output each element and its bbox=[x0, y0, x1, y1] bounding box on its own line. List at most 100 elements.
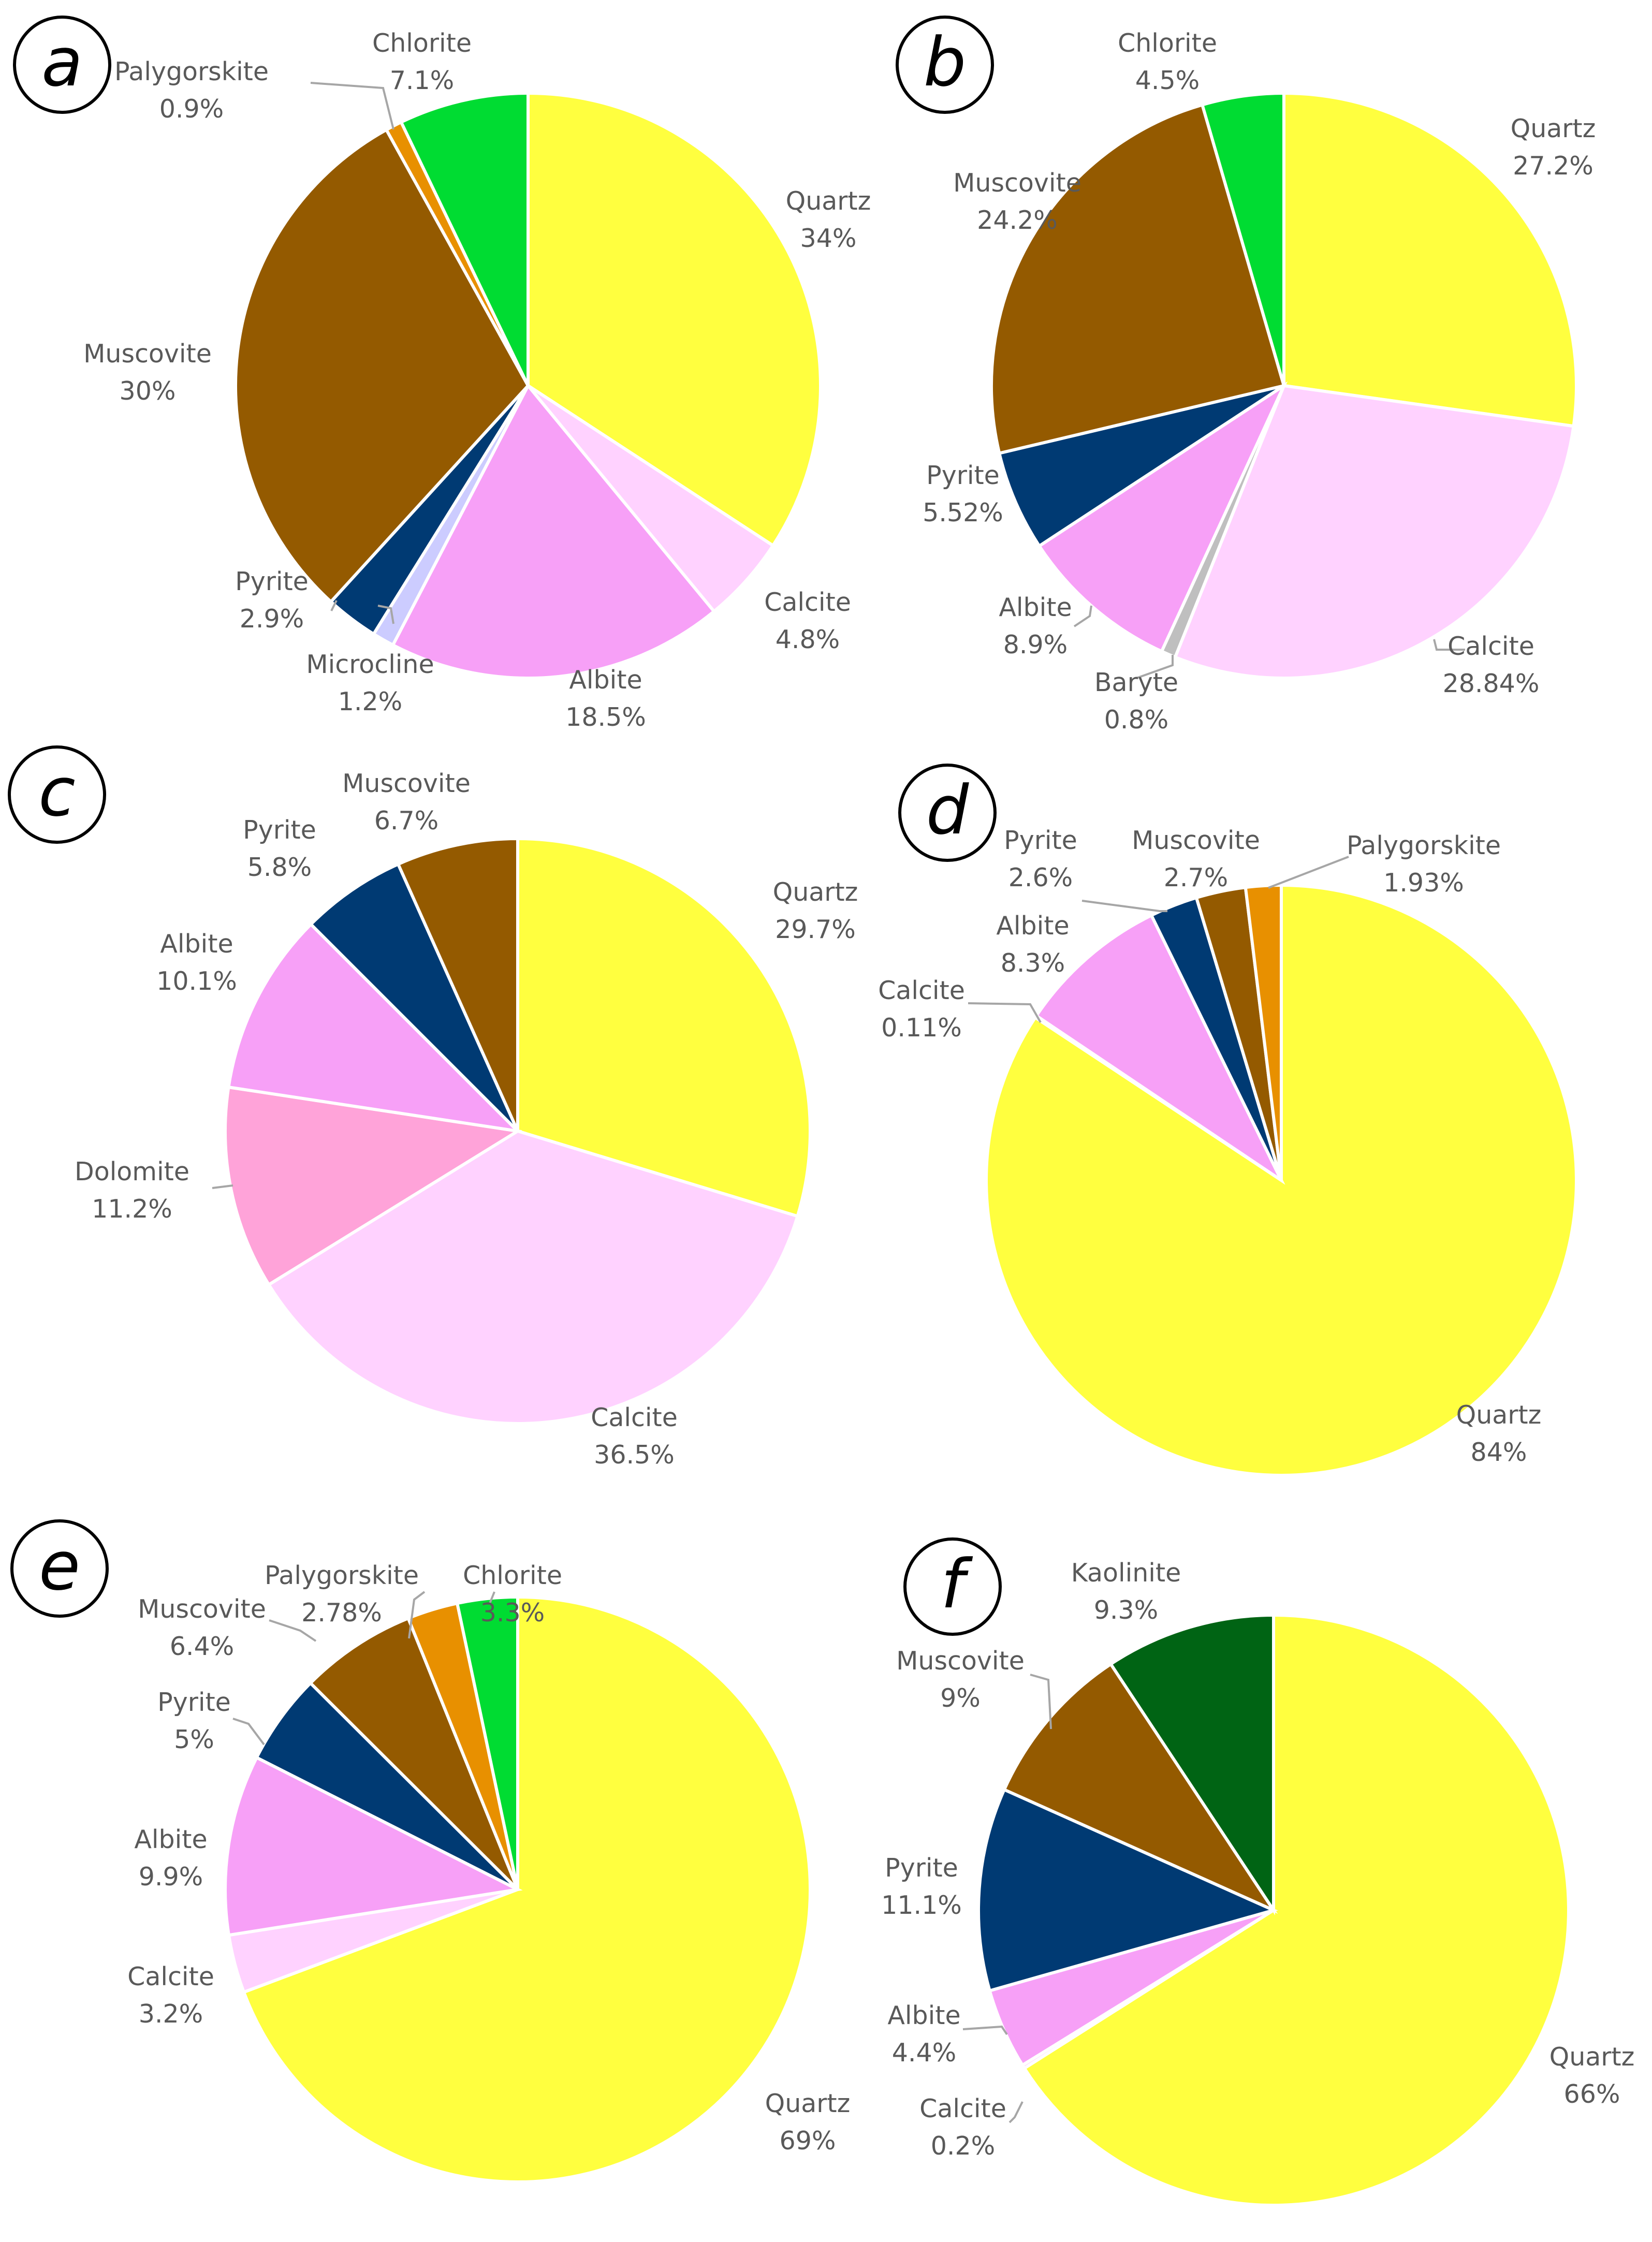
data-label-albite: Albite 9.9% bbox=[134, 1825, 207, 1892]
panel-letter: e bbox=[39, 1527, 80, 1605]
data-label-muscovite: Muscovite 6.4% bbox=[138, 1594, 266, 1661]
data-label-microcline: Microcline 1.2% bbox=[306, 650, 434, 716]
pie-slice-albite bbox=[226, 922, 522, 1134]
data-label-pyrite: Pyrite 2.6% bbox=[1004, 826, 1077, 892]
pie-panel-f: Quartz 66% Calcite 0.2% Albite 4.4% Pyrite 11.1… bbox=[881, 1537, 1635, 2207]
data-label-muscovite: Muscovite 24.2% bbox=[953, 168, 1081, 235]
pie-slice-kaolinite bbox=[1108, 1613, 1275, 1915]
leader-line-microcline bbox=[377, 605, 394, 624]
data-label-chlorite: Chlorite 4.5% bbox=[1118, 28, 1217, 95]
leader-line-muscovite bbox=[269, 1619, 317, 1642]
panel-letter: c bbox=[38, 753, 75, 831]
data-label-palygorskite: Palygorskite 0.9% bbox=[114, 57, 269, 124]
pie-panel-c: Quartz 29.7% Calcite 36.5% Dolomite 11.2% Albi… bbox=[8, 745, 858, 1470]
pie-slice-quartz bbox=[516, 837, 812, 1219]
pie-slice-quartz bbox=[1022, 1613, 1570, 2207]
data-label-calcite: Calcite 0.11% bbox=[878, 976, 965, 1043]
pie-slice-muscovite bbox=[308, 1616, 519, 1891]
leader-line-chlorite bbox=[488, 1591, 495, 1605]
data-label-palygorskite: Palygorskite 2.78% bbox=[265, 1561, 419, 1628]
pie-slice-pyrite bbox=[254, 1681, 519, 1891]
panel-letter-circle bbox=[896, 16, 994, 114]
panel-letter-circle bbox=[10, 1519, 109, 1618]
pie-slice-quartz bbox=[1282, 91, 1578, 428]
pie-slice-albite bbox=[390, 383, 717, 680]
data-label-baryte: Baryte 0.8% bbox=[1094, 668, 1178, 735]
leader-line-pyrite bbox=[330, 600, 338, 611]
data-label-muscovite: Muscovite 6.7% bbox=[342, 769, 471, 836]
leader-line-dolomite bbox=[212, 1184, 233, 1189]
pie-slice-muscovite bbox=[234, 127, 530, 604]
data-label-calcite: Calcite 36.5% bbox=[591, 1403, 678, 1470]
data-label-calcite: Calcite 4.8% bbox=[764, 588, 851, 654]
pie-slice-muscovite bbox=[990, 102, 1286, 456]
data-label-calcite: Calcite 0.2% bbox=[919, 2094, 1006, 2161]
data-label-quartz: Quartz 29.7% bbox=[773, 877, 858, 944]
data-label-pyrite: Pyrite 5% bbox=[157, 1688, 231, 1754]
data-label-albite: Albite 8.9% bbox=[999, 593, 1072, 660]
data-label-albite: Albite 18.5% bbox=[565, 665, 646, 732]
data-label-pyrite: Pyrite 5.8% bbox=[243, 815, 316, 882]
pie-slice-chlorite bbox=[399, 91, 530, 387]
leader-line-palygorskite bbox=[1268, 856, 1349, 889]
panel-letter: b bbox=[924, 23, 967, 101]
leader-line-albite bbox=[962, 2025, 1008, 2035]
data-label-calcite: Calcite 3.2% bbox=[127, 1962, 214, 2029]
panel-letter: d bbox=[926, 771, 970, 849]
panel-letter-circle bbox=[903, 1537, 1002, 1636]
leader-line-calcite bbox=[1008, 2101, 1024, 2123]
data-label-albite: Albite 4.4% bbox=[887, 2001, 960, 2068]
pie-slice-pyrite bbox=[977, 1787, 1278, 1993]
pie-slice-calcite bbox=[527, 384, 776, 614]
data-label-pyrite: Pyrite 2.9% bbox=[235, 567, 309, 634]
leader-line-palygorskite bbox=[310, 82, 394, 130]
data-label-kaolinite: Kaolinite 9.3% bbox=[1071, 1558, 1181, 1625]
leader-line-palygorskite bbox=[408, 1591, 426, 1639]
leader-line-calcite bbox=[1433, 639, 1465, 651]
data-label-palygorskite: Palygorskite 1.93% bbox=[1347, 831, 1501, 898]
pie-slice-dolomite bbox=[224, 1085, 522, 1287]
panel-letter: a bbox=[41, 23, 83, 101]
pie-slice-palygorskite bbox=[1244, 883, 1283, 1181]
leader-line-muscovite bbox=[1030, 1674, 1052, 1730]
data-label-pyrite: Pyrite 11.1% bbox=[881, 1853, 962, 1920]
leader-line-calcite bbox=[968, 1002, 1042, 1023]
data-label-muscovite: Muscovite 9% bbox=[896, 1646, 1025, 1713]
leader-line-pyrite bbox=[232, 1718, 265, 1746]
leader-line-albite bbox=[1073, 605, 1092, 627]
pie-panel-e: Quartz 69% Calcite 3.2% Albite 9.9% Pyrite 5% Mu… bbox=[10, 1519, 851, 2184]
pie-panel-b: Quartz 27.2% Calcite 28.84% Baryte 0.8% Albite… bbox=[896, 16, 1596, 735]
data-label-albite: Albite 8.3% bbox=[996, 911, 1069, 978]
panel-letter-circle bbox=[898, 764, 997, 862]
pie-slice-albite bbox=[224, 1755, 523, 1937]
data-label-muscovite: Muscovite 30% bbox=[83, 339, 212, 406]
pie-slice-chlorite bbox=[455, 1595, 519, 1890]
data-label-quartz: Quartz 69% bbox=[765, 2089, 851, 2156]
pie-panel-d: Quartz 84% Calcite 0.11% Albite 8.3% Pyrite 2.6… bbox=[878, 764, 1578, 1477]
pie-slice-muscovite bbox=[396, 837, 519, 1132]
pie-slice-pyrite bbox=[309, 862, 519, 1133]
data-label-quartz: Quartz 27.2% bbox=[1511, 114, 1596, 181]
leader-line-pyrite bbox=[1081, 900, 1167, 912]
leader-line-baryte bbox=[1136, 655, 1174, 679]
data-label-dolomite: Dolomite 11.2% bbox=[75, 1157, 189, 1224]
panel-letter-circle bbox=[13, 16, 111, 114]
pie-slice-chlorite bbox=[1200, 91, 1285, 386]
pie-slice-albite bbox=[1037, 381, 1288, 654]
data-label-calcite: Calcite 28.84% bbox=[1443, 632, 1540, 698]
pie-slice-albite bbox=[1034, 913, 1285, 1185]
data-label-chlorite: Chlorite 7.1% bbox=[372, 28, 472, 95]
pie-slice-pyrite bbox=[997, 384, 1285, 548]
data-label-muscovite: Muscovite 2.7% bbox=[1132, 826, 1260, 892]
pie-slice-quartz bbox=[242, 1595, 812, 2184]
data-label-quartz: Quartz 34% bbox=[786, 186, 871, 253]
pie-slice-muscovite bbox=[1002, 1662, 1278, 1914]
pie-panel-a: Quartz 34% Calcite 4.8% Albite 18.5% Microclin… bbox=[13, 16, 871, 732]
data-label-chlorite: Chlorite 3.3% bbox=[463, 1561, 562, 1628]
panel-letter-circle bbox=[8, 745, 106, 844]
data-label-albite: Albite 10.1% bbox=[156, 929, 237, 996]
data-label-quartz: Quartz 66% bbox=[1549, 2042, 1635, 2109]
pie-slice-calcite bbox=[1173, 384, 1575, 680]
data-label-pyrite: Pyrite 5.52% bbox=[923, 461, 1003, 527]
